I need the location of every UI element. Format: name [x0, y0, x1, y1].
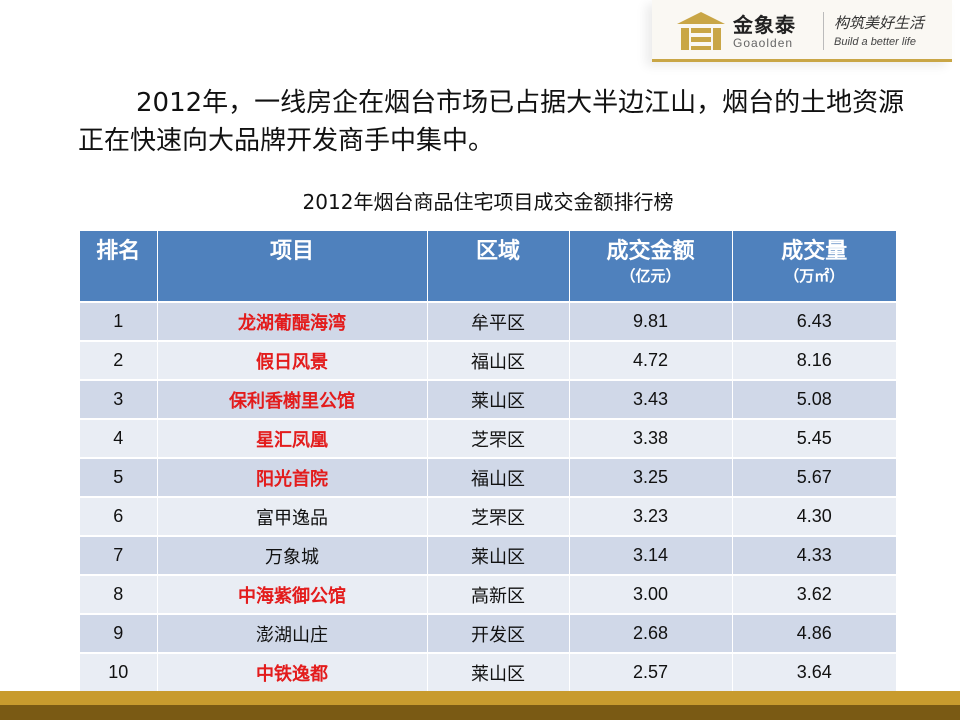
- district-cell: 牟平区: [427, 301, 570, 341]
- rank-cell: 8: [80, 574, 158, 614]
- footer-bar-gold: [0, 691, 960, 705]
- rank-cell: 2: [80, 340, 158, 380]
- project-cell: 中海紫御公馆: [157, 574, 428, 614]
- brand-logo-icon: [677, 12, 725, 50]
- district-cell: 开发区: [427, 613, 570, 653]
- amount-cell: 2.57: [569, 652, 733, 691]
- amount-cell: 9.81: [569, 301, 733, 341]
- ranking-table: 排名 项目 区域 成交金额 （亿元） 成交量 （万㎡） 1 龙湖葡醍海湾 牟平区 9.81…: [80, 231, 896, 691]
- district-cell: 福山区: [427, 340, 570, 380]
- rank-cell: 5: [80, 457, 158, 497]
- logo-divider: [823, 12, 824, 50]
- volume-cell: 3.62: [732, 574, 896, 614]
- header-volume: 成交量 （万㎡）: [732, 231, 896, 302]
- table-row: 6 富甲逸品 芝罘区 3.23 4.30: [80, 496, 896, 536]
- volume-cell: 5.08: [732, 379, 896, 419]
- volume-cell: 4.30: [732, 496, 896, 536]
- district-cell: 福山区: [427, 457, 570, 497]
- header-volume-unit: （万㎡）: [784, 267, 845, 285]
- rank-cell: 6: [80, 496, 158, 536]
- table-row: 2 假日风景 福山区 4.72 8.16: [80, 340, 896, 380]
- table-row: 4 星汇凤凰 芝罘区 3.38 5.45: [80, 418, 896, 458]
- project-cell: 阳光首院: [157, 457, 428, 497]
- amount-cell: 3.43: [569, 379, 733, 419]
- district-cell: 莱山区: [427, 652, 570, 691]
- brand-logo-panel: 金象泰 Goaolden 构筑美好生活 Build a better life: [652, 0, 952, 62]
- district-cell: 莱山区: [427, 379, 570, 419]
- rank-cell: 9: [80, 613, 158, 653]
- header-district: 区域: [427, 231, 570, 302]
- project-cell: 富甲逸品: [157, 496, 428, 536]
- rank-cell: 1: [80, 301, 158, 341]
- volume-cell: 4.33: [732, 535, 896, 575]
- amount-cell: 3.00: [569, 574, 733, 614]
- district-cell: 高新区: [427, 574, 570, 614]
- project-cell: 龙湖葡醍海湾: [157, 301, 428, 341]
- brand-name-en: Goaolden: [733, 36, 794, 50]
- district-cell: 芝罘区: [427, 496, 570, 536]
- rank-cell: 10: [80, 652, 158, 691]
- volume-cell: 5.45: [732, 418, 896, 458]
- volume-cell: 4.86: [732, 613, 896, 653]
- table-row: 8 中海紫御公馆 高新区 3.00 3.62: [80, 574, 896, 614]
- table-row: 3 保利香榭里公馆 莱山区 3.43 5.08: [80, 379, 896, 419]
- header-amount: 成交金额 （亿元）: [569, 231, 733, 302]
- district-cell: 莱山区: [427, 535, 570, 575]
- table-row: 9 澎湖山庄 开发区 2.68 4.86: [80, 613, 896, 653]
- table-row: 7 万象城 莱山区 3.14 4.33: [80, 535, 896, 575]
- rank-cell: 4: [80, 418, 158, 458]
- rank-cell: 7: [80, 535, 158, 575]
- table-row: 1 龙湖葡醍海湾 牟平区 9.81 6.43: [80, 301, 896, 341]
- header-amount-unit: （亿元）: [620, 267, 681, 285]
- amount-cell: 3.38: [569, 418, 733, 458]
- amount-cell: 3.23: [569, 496, 733, 536]
- table-title: 2012年烟台商品住宅项目成交金额排行榜: [302, 190, 674, 214]
- table-row: 10 中铁逸都 莱山区 2.57 3.64: [80, 652, 896, 691]
- volume-cell: 3.64: [732, 652, 896, 691]
- project-cell: 澎湖山庄: [157, 613, 428, 653]
- page-headline: 2012年，一线房企在烟台市场已占据大半边江山，烟台的土地资源正在快速向大品牌开…: [78, 88, 905, 156]
- amount-cell: 4.72: [569, 340, 733, 380]
- logo-underline: [652, 59, 952, 62]
- brand-name-cn: 金象泰: [733, 13, 796, 37]
- table-body: 1 龙湖葡醍海湾 牟平区 9.81 6.43 2 假日风景 福山区 4.72 8.16 3 保利香榭里…: [80, 301, 896, 691]
- district-cell: 芝罘区: [427, 418, 570, 458]
- amount-cell: 2.68: [569, 613, 733, 653]
- volume-cell: 5.67: [732, 457, 896, 497]
- table-row: 5 阳光首院 福山区 3.25 5.67: [80, 457, 896, 497]
- amount-cell: 3.25: [569, 457, 733, 497]
- slogan-cn: 构筑美好生活: [834, 14, 925, 32]
- project-cell: 中铁逸都: [157, 652, 428, 691]
- project-cell: 万象城: [157, 535, 428, 575]
- rank-cell: 3: [80, 379, 158, 419]
- project-cell: 保利香榭里公馆: [157, 379, 428, 419]
- table-header-row: 排名 项目 区域 成交金额 （亿元） 成交量 （万㎡）: [80, 231, 896, 302]
- project-cell: 星汇凤凰: [157, 418, 428, 458]
- slogan-en: Build a better life: [834, 36, 916, 48]
- project-cell: 假日风景: [157, 340, 428, 380]
- amount-cell: 3.14: [569, 535, 733, 575]
- header-project: 项目: [157, 231, 428, 302]
- volume-cell: 8.16: [732, 340, 896, 380]
- header-rank: 排名: [80, 231, 158, 302]
- volume-cell: 6.43: [732, 301, 896, 341]
- footer-bar-dark: [0, 705, 960, 720]
